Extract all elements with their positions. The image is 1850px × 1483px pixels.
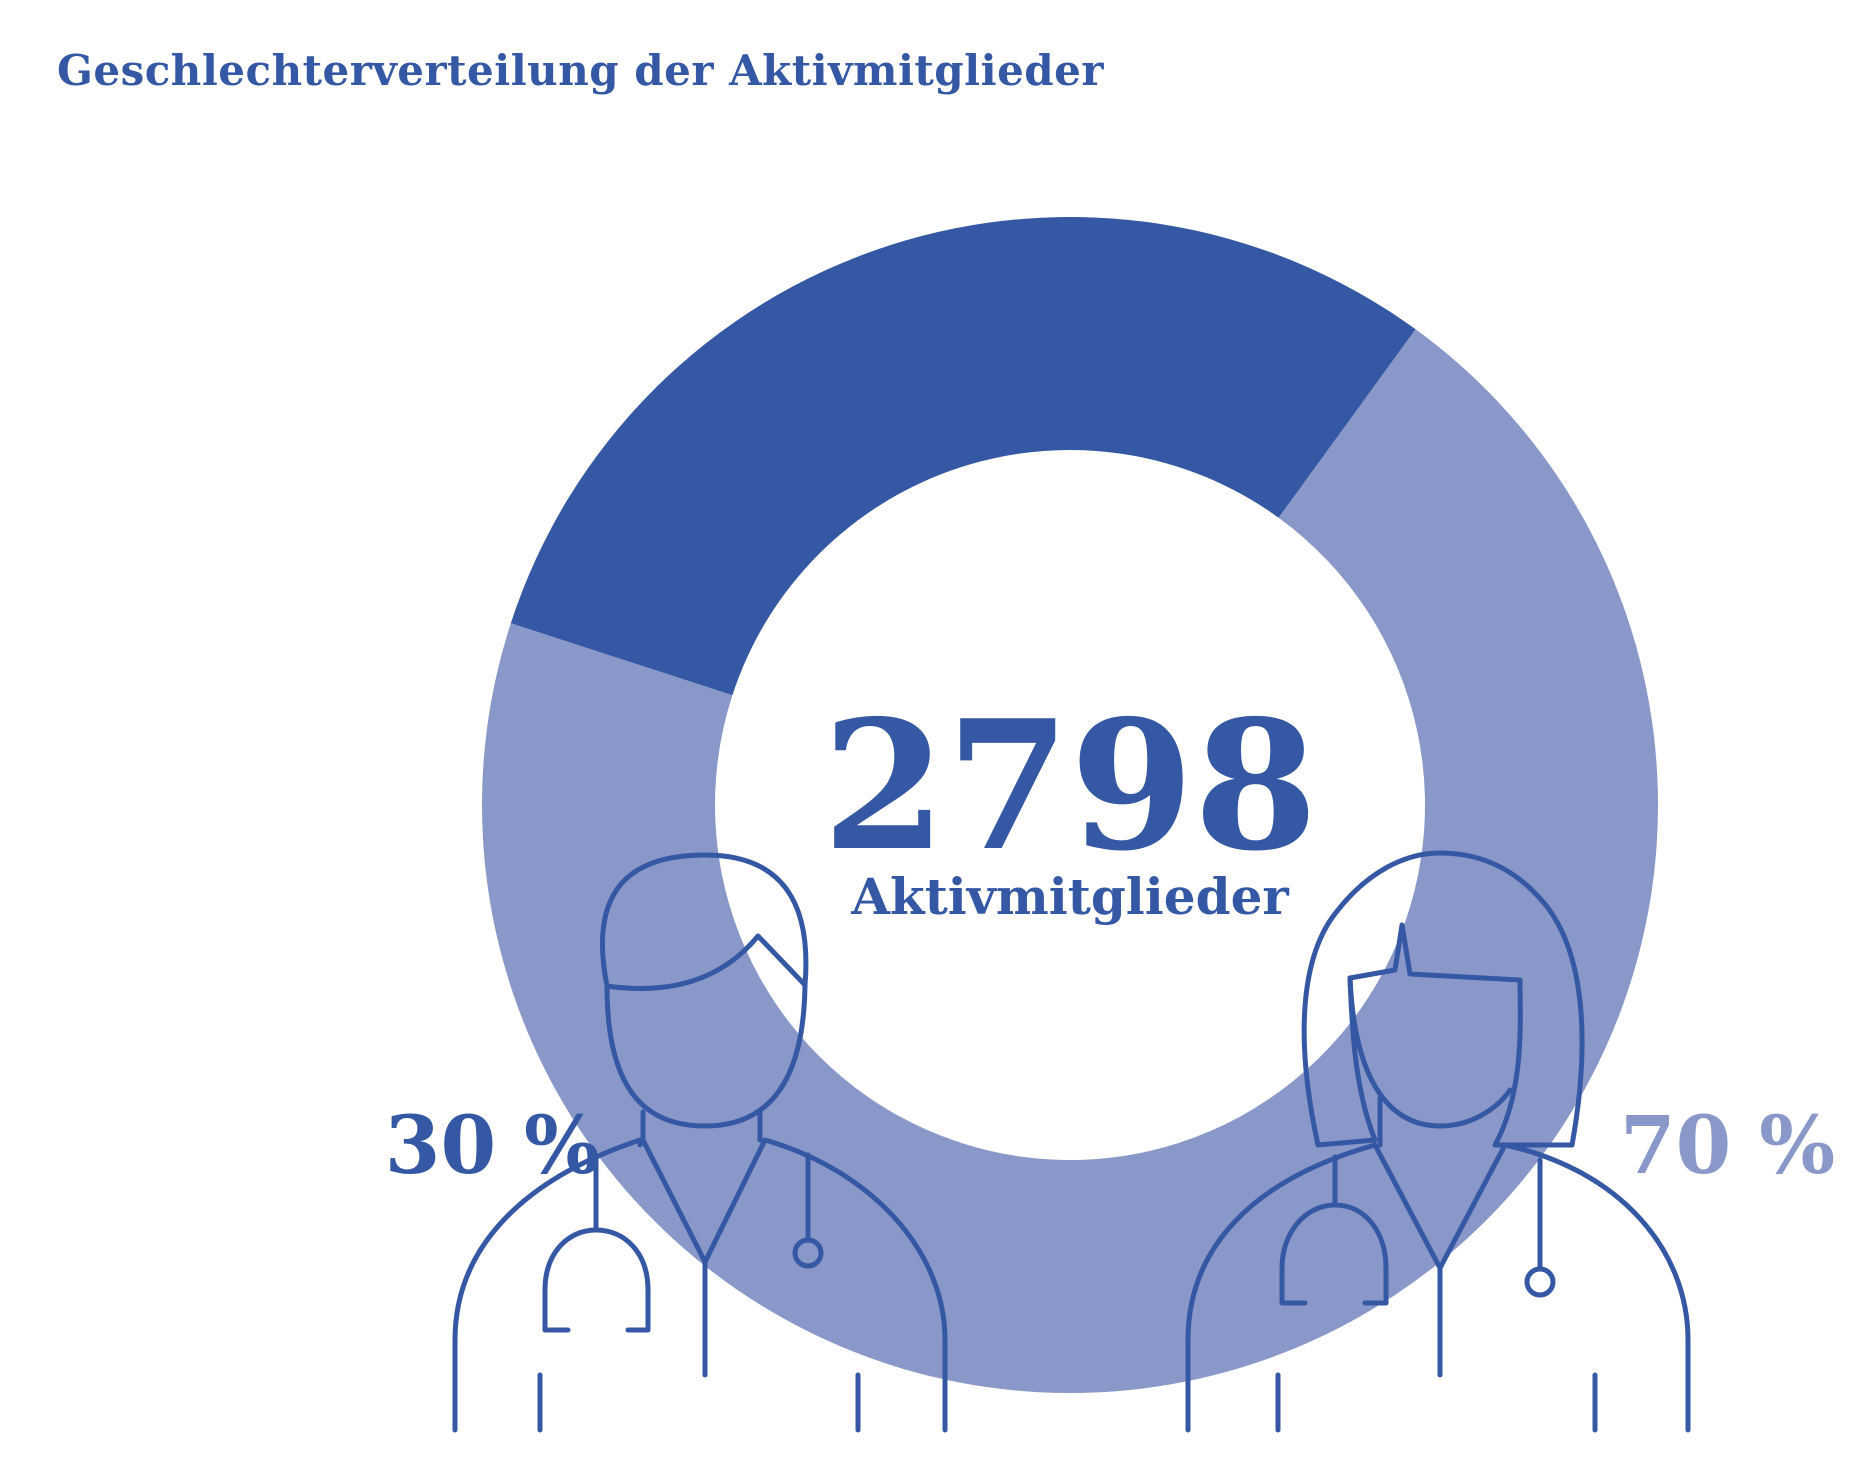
chart-title: Geschlechterverteilung der Aktivmitglied… — [57, 46, 1105, 95]
male-doctor-icon — [452, 852, 948, 1433]
total-label: Aktivmitglieder — [850, 867, 1289, 926]
donut-slices — [481, 217, 1659, 1394]
total-value: 2798 — [822, 681, 1317, 890]
slice-label-30: 30 % — [385, 1098, 600, 1192]
female-doctor-icon — [1185, 850, 1691, 1433]
slice-label-70: 70 % — [1620, 1098, 1835, 1192]
donut-slice-70 — [481, 329, 1659, 1394]
donut-slice-30 — [510, 217, 1416, 696]
